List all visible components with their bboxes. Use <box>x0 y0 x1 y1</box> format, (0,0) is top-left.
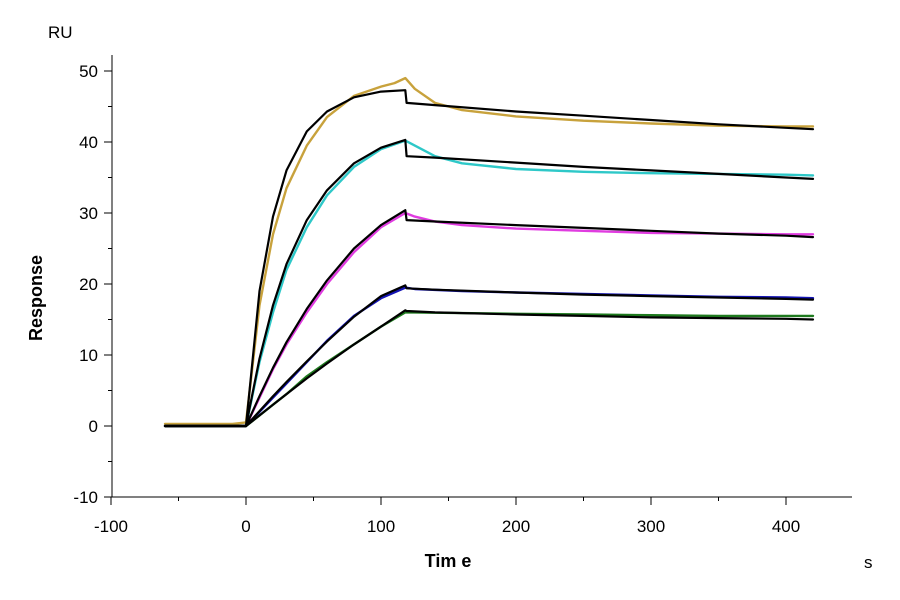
series-layer <box>163 76 815 428</box>
x-tick-label: 0 <box>241 517 250 536</box>
fit-curve-10 <box>163 309 815 428</box>
fit-curve-6 <box>163 89 815 428</box>
y-tick-label: 50 <box>79 62 98 81</box>
fit-curve-9 <box>163 284 815 428</box>
y-tick-label: 40 <box>79 133 98 152</box>
x-tick-label: 200 <box>502 517 530 536</box>
y-axis-title: Response <box>26 255 46 341</box>
data-curve-2 <box>163 139 815 428</box>
fit-curve-8 <box>163 209 815 428</box>
x-tick-label: 100 <box>367 517 395 536</box>
x-unit-label: s <box>864 553 873 572</box>
x-axis-title: Tim e <box>425 551 472 571</box>
x-axis-ticks: -100 0 100 200 300 400 <box>94 497 800 536</box>
y-tick-label: -10 <box>73 488 98 507</box>
y-tick-label: 20 <box>79 275 98 294</box>
x-tick-label: 300 <box>637 517 665 536</box>
data-curve-1 <box>163 76 815 426</box>
y-unit-label: RU <box>48 23 73 42</box>
data-curve-4 <box>163 286 815 428</box>
fit-curve-7 <box>163 138 815 428</box>
y-tick-label: 30 <box>79 204 98 223</box>
data-curve-3 <box>163 211 815 428</box>
axes <box>111 55 852 498</box>
y-tick-label: 0 <box>89 417 98 436</box>
y-tick-label: 10 <box>79 346 98 365</box>
x-tick-label: 400 <box>772 517 800 536</box>
x-tick-label: -100 <box>94 517 128 536</box>
y-axis-ticks: -10 0 10 20 30 40 50 <box>73 62 112 507</box>
